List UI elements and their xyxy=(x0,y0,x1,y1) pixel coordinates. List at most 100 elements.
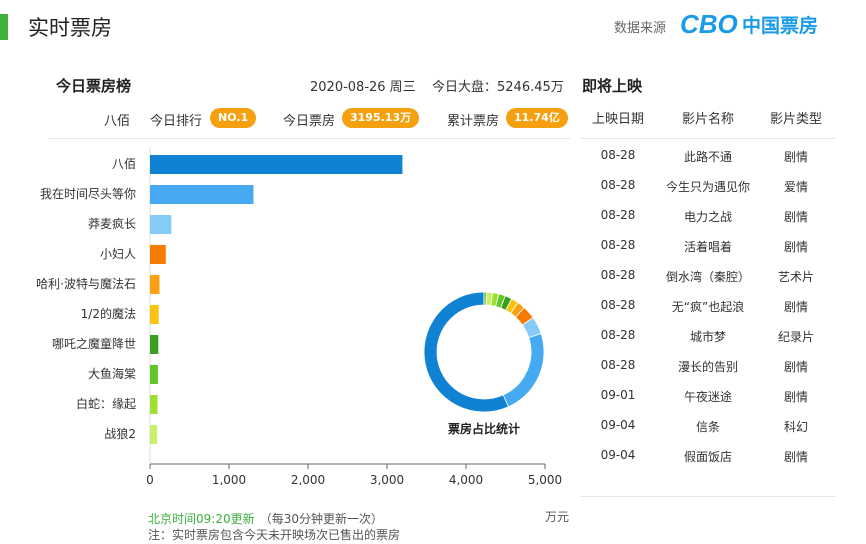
bar xyxy=(150,185,254,204)
box-office-chart: 0 1,000 2,000 3,000 4,000 5,000 八佰我在时间尽头等你莽麦疯长… xyxy=(36,148,562,485)
upcoming-row[interactable]: 09-01 午夜迷途 剧情 xyxy=(580,388,838,408)
upcoming-row[interactable]: 08-28 电力之战 剧情 xyxy=(580,208,838,228)
release-date: 08-28 xyxy=(600,328,636,342)
ranking-divider xyxy=(48,138,570,139)
movie-title[interactable]: 假面饭店 xyxy=(683,450,732,464)
x-tick-label: 4,000 xyxy=(449,473,483,485)
movie-label: 小妇人 xyxy=(100,247,136,261)
movie-genre: 科幻 xyxy=(783,420,808,434)
movie-label: 1/2的魔法 xyxy=(81,306,136,321)
bar xyxy=(150,425,158,444)
release-date: 08-28 xyxy=(600,178,636,192)
movie-title[interactable]: 倒水湾（秦腔） xyxy=(665,270,750,284)
movie-title[interactable]: 电力之战 xyxy=(683,210,732,224)
data-source-label: 数据来源 xyxy=(614,21,667,36)
upcoming-column-header: 影片类型 xyxy=(769,112,822,127)
movie-genre: 剧情 xyxy=(783,210,808,224)
movie-genre: 剧情 xyxy=(783,150,808,164)
x-tick-label: 5,000 xyxy=(528,473,562,485)
movie-label: 我在时间尽头等你 xyxy=(40,187,136,201)
upcoming-row[interactable]: 08-28 倒水湾（秦腔） 艺术片 xyxy=(580,268,838,288)
today-badge: 3195.13万 xyxy=(342,108,420,128)
upcoming-row[interactable]: 09-04 信条 科幻 xyxy=(580,418,838,438)
upcoming-column-header: 上映日期 xyxy=(591,112,644,127)
movie-title[interactable]: 午夜迷途 xyxy=(683,390,732,404)
cumulative-badge: 11.74亿 xyxy=(506,108,568,128)
movie-label: 哈利·波特与魔法石 xyxy=(36,276,136,291)
cbo-logo-mark: CBO xyxy=(680,9,738,39)
movie-genre: 剧情 xyxy=(783,240,808,254)
bar xyxy=(150,155,403,174)
donut-slice xyxy=(502,333,545,408)
movie-title[interactable]: 活着唱着 xyxy=(683,240,732,254)
movie-genre: 纪录片 xyxy=(777,330,814,344)
movie-title[interactable]: 信条 xyxy=(695,420,720,434)
today-label: 今日票房 xyxy=(283,114,336,129)
top-movie-name: 八佰 xyxy=(104,114,131,129)
bar xyxy=(150,365,158,384)
title-accent-bar xyxy=(0,14,8,40)
donut-slice xyxy=(423,291,510,413)
movie-title[interactable]: 无“疯”也起浪 xyxy=(671,300,745,314)
release-date: 08-28 xyxy=(600,298,636,312)
upcoming-divider-bottom xyxy=(580,496,836,497)
movie-label: 八佰 xyxy=(112,157,136,171)
upcoming-title: 即将上映 xyxy=(582,77,643,95)
movie-genre: 剧情 xyxy=(783,450,808,464)
release-date: 09-04 xyxy=(600,448,636,462)
update-info: 北京时间09:20更新 （每30分钟更新一次） xyxy=(148,508,383,527)
bar xyxy=(150,305,159,324)
upcoming-row[interactable]: 08-28 今生只为遇见你 爱情 xyxy=(580,178,838,198)
release-date: 08-28 xyxy=(600,358,636,372)
unit-label: 万元 xyxy=(545,510,570,524)
x-tick-label: 2,000 xyxy=(291,473,325,485)
cbo-logo[interactable]: CBO 中国票房 xyxy=(680,8,830,40)
bar xyxy=(150,275,160,294)
movie-genre: 爱情 xyxy=(783,180,808,194)
upcoming-row[interactable]: 08-28 活着唱着 剧情 xyxy=(580,238,838,258)
ranking-title: 今日票房榜 xyxy=(56,77,132,95)
update-frequency: （每30分钟更新一次） xyxy=(259,512,383,526)
movie-label: 哪吒之魔童降世 xyxy=(52,336,136,351)
movie-title[interactable]: 城市梦 xyxy=(689,330,726,344)
donut-title: 票房占比统计 xyxy=(448,421,520,436)
cumulative-label: 累计票房 xyxy=(447,114,500,129)
movie-title[interactable]: 漫长的告别 xyxy=(677,360,738,374)
x-tick-label: 1,000 xyxy=(212,473,246,485)
movie-label: 战狼2 xyxy=(104,426,136,441)
release-date: 08-28 xyxy=(600,268,636,282)
page-title: 实时票房 xyxy=(28,16,112,40)
release-date: 09-04 xyxy=(600,418,636,432)
rank-badge: NO.1 xyxy=(210,108,257,128)
upcoming-row[interactable]: 08-28 无“疯”也起浪 剧情 xyxy=(580,298,838,318)
movie-genre: 剧情 xyxy=(783,390,808,404)
movie-genre: 艺术片 xyxy=(777,270,814,284)
total-label: 今日大盘： xyxy=(432,80,498,95)
bar xyxy=(150,215,172,234)
release-date: 08-28 xyxy=(600,208,636,222)
update-time: 北京时间09:20更新 xyxy=(148,512,255,526)
rank-label: 今日排行 xyxy=(150,114,203,129)
upcoming-row[interactable]: 08-28 城市梦 纪录片 xyxy=(580,328,838,348)
movie-label: 莽麦疯长 xyxy=(88,216,136,231)
x-tick-label: 0 xyxy=(146,473,154,485)
ranking-date: 2020-08-26 周三 xyxy=(310,80,416,95)
cbo-logo-text: 中国票房 xyxy=(742,14,818,37)
total-box-office: 今日大盘：5246.45万 xyxy=(432,76,564,95)
upcoming-row[interactable]: 08-28 漫长的告别 剧情 xyxy=(580,358,838,378)
movie-genre: 剧情 xyxy=(783,360,808,374)
movie-title[interactable]: 此路不通 xyxy=(683,150,732,164)
upcoming-row[interactable]: 09-04 假面饭店 剧情 xyxy=(580,448,838,468)
footnote: 注：实时票房包含今天未开映场次已售出的票房 xyxy=(148,528,401,542)
movie-label: 大鱼海棠 xyxy=(88,366,136,381)
bar xyxy=(150,245,166,264)
movie-genre: 剧情 xyxy=(783,300,808,314)
movie-title[interactable]: 今生只为遇见你 xyxy=(665,180,750,194)
bar xyxy=(150,335,159,354)
upcoming-column-header: 影片名称 xyxy=(681,112,734,127)
release-date: 09-01 xyxy=(600,388,636,402)
upcoming-divider-top xyxy=(580,138,836,139)
x-tick-label: 3,000 xyxy=(370,473,404,485)
total-value: 5246.45万 xyxy=(497,80,564,95)
upcoming-row[interactable]: 08-28 此路不通 剧情 xyxy=(580,148,838,168)
